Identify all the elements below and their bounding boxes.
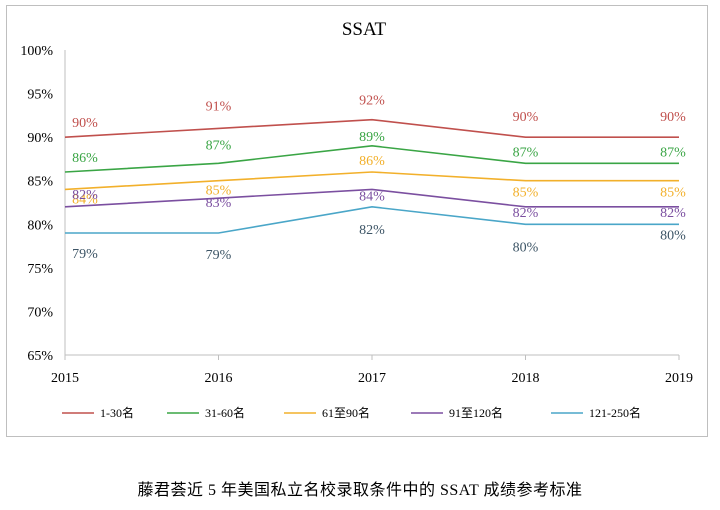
- line-chart: SSAT 65% 70% 75% 80% 85% 90% 95% 100% 2015 2016 20…: [20, 19, 693, 420]
- data-labels: 90% 91% 92% 90% 90% 86% 87% 89% 87% 87% 84% 85% 86% 8…: [72, 94, 686, 263]
- legend-label: 61至90名: [322, 405, 370, 420]
- chart-frame: SSAT 65% 70% 75% 80% 85% 90% 95% 100% 2015 2016 20…: [6, 5, 708, 437]
- x-tick-label: 2017: [358, 371, 386, 386]
- y-tick-label: 90%: [27, 131, 53, 146]
- data-label: 82%: [72, 188, 98, 203]
- data-label: 80%: [660, 228, 686, 243]
- x-tick-label: 2016: [205, 371, 233, 386]
- legend-label: 1-30名: [100, 405, 134, 420]
- data-label: 82%: [359, 223, 385, 238]
- data-label: 85%: [660, 186, 686, 201]
- y-tick-label: 70%: [27, 305, 53, 320]
- legend-label: 31-60名: [205, 405, 245, 420]
- chart-title: SSAT: [342, 19, 387, 40]
- data-label: 86%: [72, 151, 98, 166]
- series-line-3: [64, 171, 679, 191]
- y-tick-label: 80%: [27, 218, 53, 233]
- data-label: 82%: [513, 206, 539, 221]
- x-tick-label: 2019: [665, 371, 693, 386]
- y-tick-label: 100%: [20, 44, 53, 59]
- y-tick-label: 65%: [27, 349, 53, 364]
- data-label: 84%: [359, 189, 385, 204]
- data-label: 87%: [206, 138, 232, 153]
- data-label: 84%: [72, 192, 98, 207]
- data-label: 79%: [206, 248, 232, 263]
- legend-label: 91至120名: [449, 405, 503, 420]
- data-label: 85%: [513, 186, 539, 201]
- figure-caption: 藤君荟近 5 年美国私立名校录取条件中的 SSAT 成绩参考标准: [137, 482, 583, 499]
- series-line-4: [64, 188, 679, 208]
- y-tick-label: 75%: [27, 262, 53, 277]
- data-label: 86%: [359, 154, 385, 169]
- data-label: 83%: [206, 196, 232, 211]
- series-line-2: [64, 145, 679, 173]
- data-label: 91%: [206, 99, 232, 114]
- data-label: 80%: [513, 240, 539, 255]
- data-label: 90%: [513, 110, 539, 125]
- data-label: 92%: [359, 94, 385, 109]
- data-label: 90%: [72, 116, 98, 131]
- x-tick-label: 2015: [51, 371, 79, 386]
- data-label: 82%: [660, 206, 686, 221]
- axes: 65% 70% 75% 80% 85% 90% 95% 100% 2015 2016 2017 201…: [20, 44, 693, 386]
- data-label: 87%: [513, 145, 539, 160]
- x-tick-label: 2018: [512, 371, 540, 386]
- legend: 1-30名 31-60名 61至90名 91至120名 121-250名: [62, 405, 641, 420]
- data-label: 90%: [660, 110, 686, 125]
- legend-label: 121-250名: [589, 405, 641, 420]
- data-label: 87%: [660, 145, 686, 160]
- series-line-1: [64, 118, 679, 138]
- data-label: 79%: [72, 247, 98, 262]
- y-tick-label: 85%: [27, 175, 53, 190]
- data-label: 85%: [206, 184, 232, 199]
- series-layer: [64, 118, 679, 234]
- y-tick-label: 95%: [27, 88, 53, 103]
- data-label: 89%: [359, 130, 385, 145]
- series-line-5: [65, 206, 679, 234]
